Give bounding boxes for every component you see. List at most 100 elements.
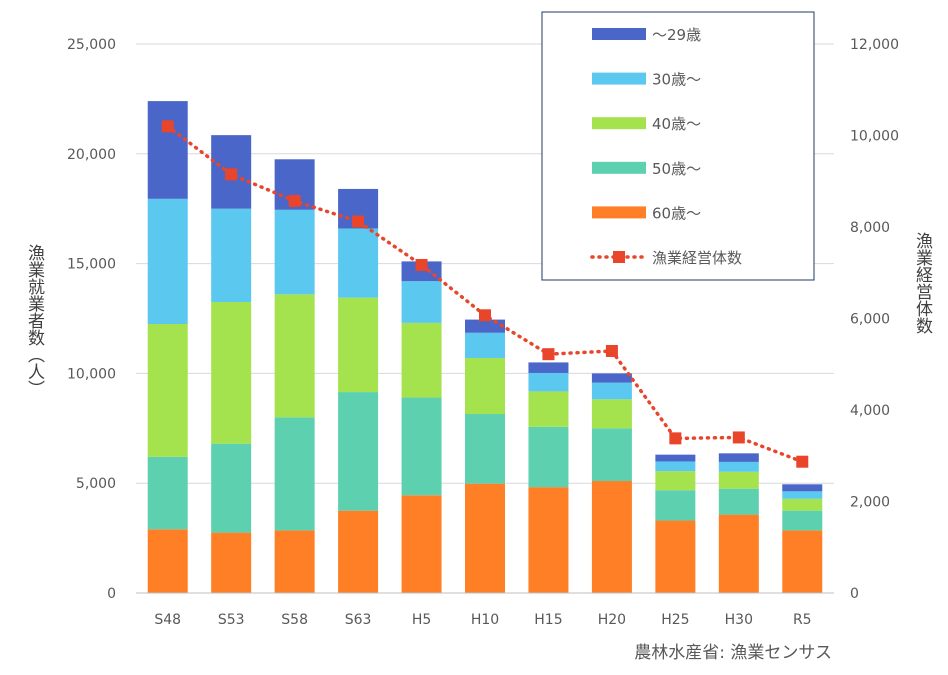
legend-swatch (592, 72, 646, 85)
bar-segment (655, 461, 696, 472)
bar-segment (147, 198, 188, 324)
bar-segment (528, 487, 569, 593)
bar-segment (274, 209, 315, 295)
bar-segment (211, 443, 252, 533)
line-series-marker (479, 309, 491, 322)
x-tick-label: H30 (725, 612, 753, 628)
legend-swatch (592, 117, 646, 130)
bar-segment (401, 397, 442, 496)
bar-segment (782, 484, 823, 492)
axes: 0 5,000 10,000 15,000 20,000 25,000 0 2,000 4,00… (67, 37, 899, 628)
bar-segment (338, 392, 379, 511)
line-series-marker (732, 431, 745, 444)
x-tick-label: H15 (534, 612, 562, 628)
bar-segment (147, 101, 188, 199)
bar-segment (147, 456, 188, 530)
bar-segment (655, 471, 696, 491)
line-series-marker (352, 215, 365, 228)
y-right-tick-label: 6,000 (850, 312, 890, 328)
bar-segment (147, 323, 188, 457)
bar-segment (465, 414, 505, 484)
y-right-tick-label: 2,000 (850, 495, 890, 511)
y-left-tick-label: 10,000 (67, 366, 116, 382)
bar-segment (591, 428, 632, 482)
bar-segment (718, 453, 759, 462)
bar-segment (401, 261, 442, 282)
bar-segment (591, 382, 632, 400)
bar-segment (401, 495, 442, 593)
bar-segment (211, 532, 252, 593)
bar-segment (782, 510, 823, 531)
y-right-tick-label: 0 (850, 586, 859, 602)
x-tick-label: H10 (471, 612, 499, 628)
bar-segment (465, 358, 505, 415)
bar-segment (465, 332, 505, 359)
y-left-tick-label: 0 (107, 586, 116, 602)
bar-segment (782, 491, 823, 499)
x-tick-label: R5 (793, 612, 812, 628)
line-series-marker (225, 168, 238, 181)
y-left-tick-label: 25,000 (67, 37, 116, 53)
line-series-marker (161, 120, 174, 133)
bar-segment (274, 530, 315, 593)
y-right-tick-label: 12,000 (850, 37, 899, 53)
bars (147, 101, 823, 593)
legend-label: 60歳～ (652, 204, 701, 222)
x-tick-label: S58 (281, 612, 308, 628)
bar-segment (401, 281, 442, 323)
x-tick-label: S48 (154, 612, 181, 628)
legend-box (541, 11, 815, 281)
y-left-tick-label: 5,000 (76, 476, 116, 492)
bar-segment (655, 490, 696, 521)
source-note: 農林水産省: 漁業センサス (634, 643, 832, 663)
line-series-marker (605, 344, 618, 357)
bar-segment (591, 373, 632, 383)
bar-segment (211, 302, 252, 444)
bar-segment (274, 417, 315, 531)
line-series-marker (542, 348, 555, 361)
bar-segment (591, 481, 632, 593)
x-tick-label: H25 (661, 612, 689, 628)
x-tick-label: S63 (345, 612, 372, 628)
x-tick-label: H20 (598, 612, 626, 628)
y-right-tick-label: 4,000 (850, 403, 890, 419)
bar-segment (528, 362, 569, 373)
legend-swatch (592, 206, 646, 219)
legend-label: 30歳～ (652, 71, 701, 89)
legend-label: 40歳～ (652, 115, 701, 133)
line-series-marker (796, 455, 809, 468)
bar-segment (655, 454, 696, 462)
bar-segment (147, 529, 188, 593)
bar-segment (338, 297, 379, 393)
bar-segment (718, 514, 759, 593)
bar-segment (591, 399, 632, 429)
x-tick-label: H5 (412, 612, 431, 628)
legend-swatch-marker (613, 251, 625, 263)
bar-segment (274, 294, 315, 418)
legend-swatch (592, 161, 646, 174)
line-series-marker (288, 194, 301, 207)
bar-segment (718, 471, 759, 489)
bar-segment (782, 530, 823, 593)
y-right-tick-label: 10,000 (850, 129, 899, 145)
bar-segment (338, 510, 379, 593)
y-left-tick-label: 20,000 (67, 147, 116, 163)
bar-segment (718, 461, 759, 472)
bar-segment (401, 322, 442, 398)
y-axis-left-title: 漁業就業者数（人） (24, 244, 45, 397)
y-right-tick-label: 8,000 (850, 220, 890, 236)
bar-segment (528, 391, 569, 427)
line-series-marker (415, 258, 428, 271)
x-tick-label: S53 (218, 612, 245, 628)
bar-segment (655, 520, 696, 593)
bar-segment (465, 483, 505, 593)
bar-segment (528, 426, 569, 488)
bar-segment (338, 228, 379, 298)
bar-segment (211, 208, 252, 303)
y-left-tick-label: 15,000 (67, 257, 116, 273)
legend-swatch (592, 28, 646, 40)
legend-label: ～29歳 (652, 26, 701, 44)
y-axis-right-title: 漁業経営体数 (912, 232, 933, 334)
bar-segment (465, 319, 505, 333)
